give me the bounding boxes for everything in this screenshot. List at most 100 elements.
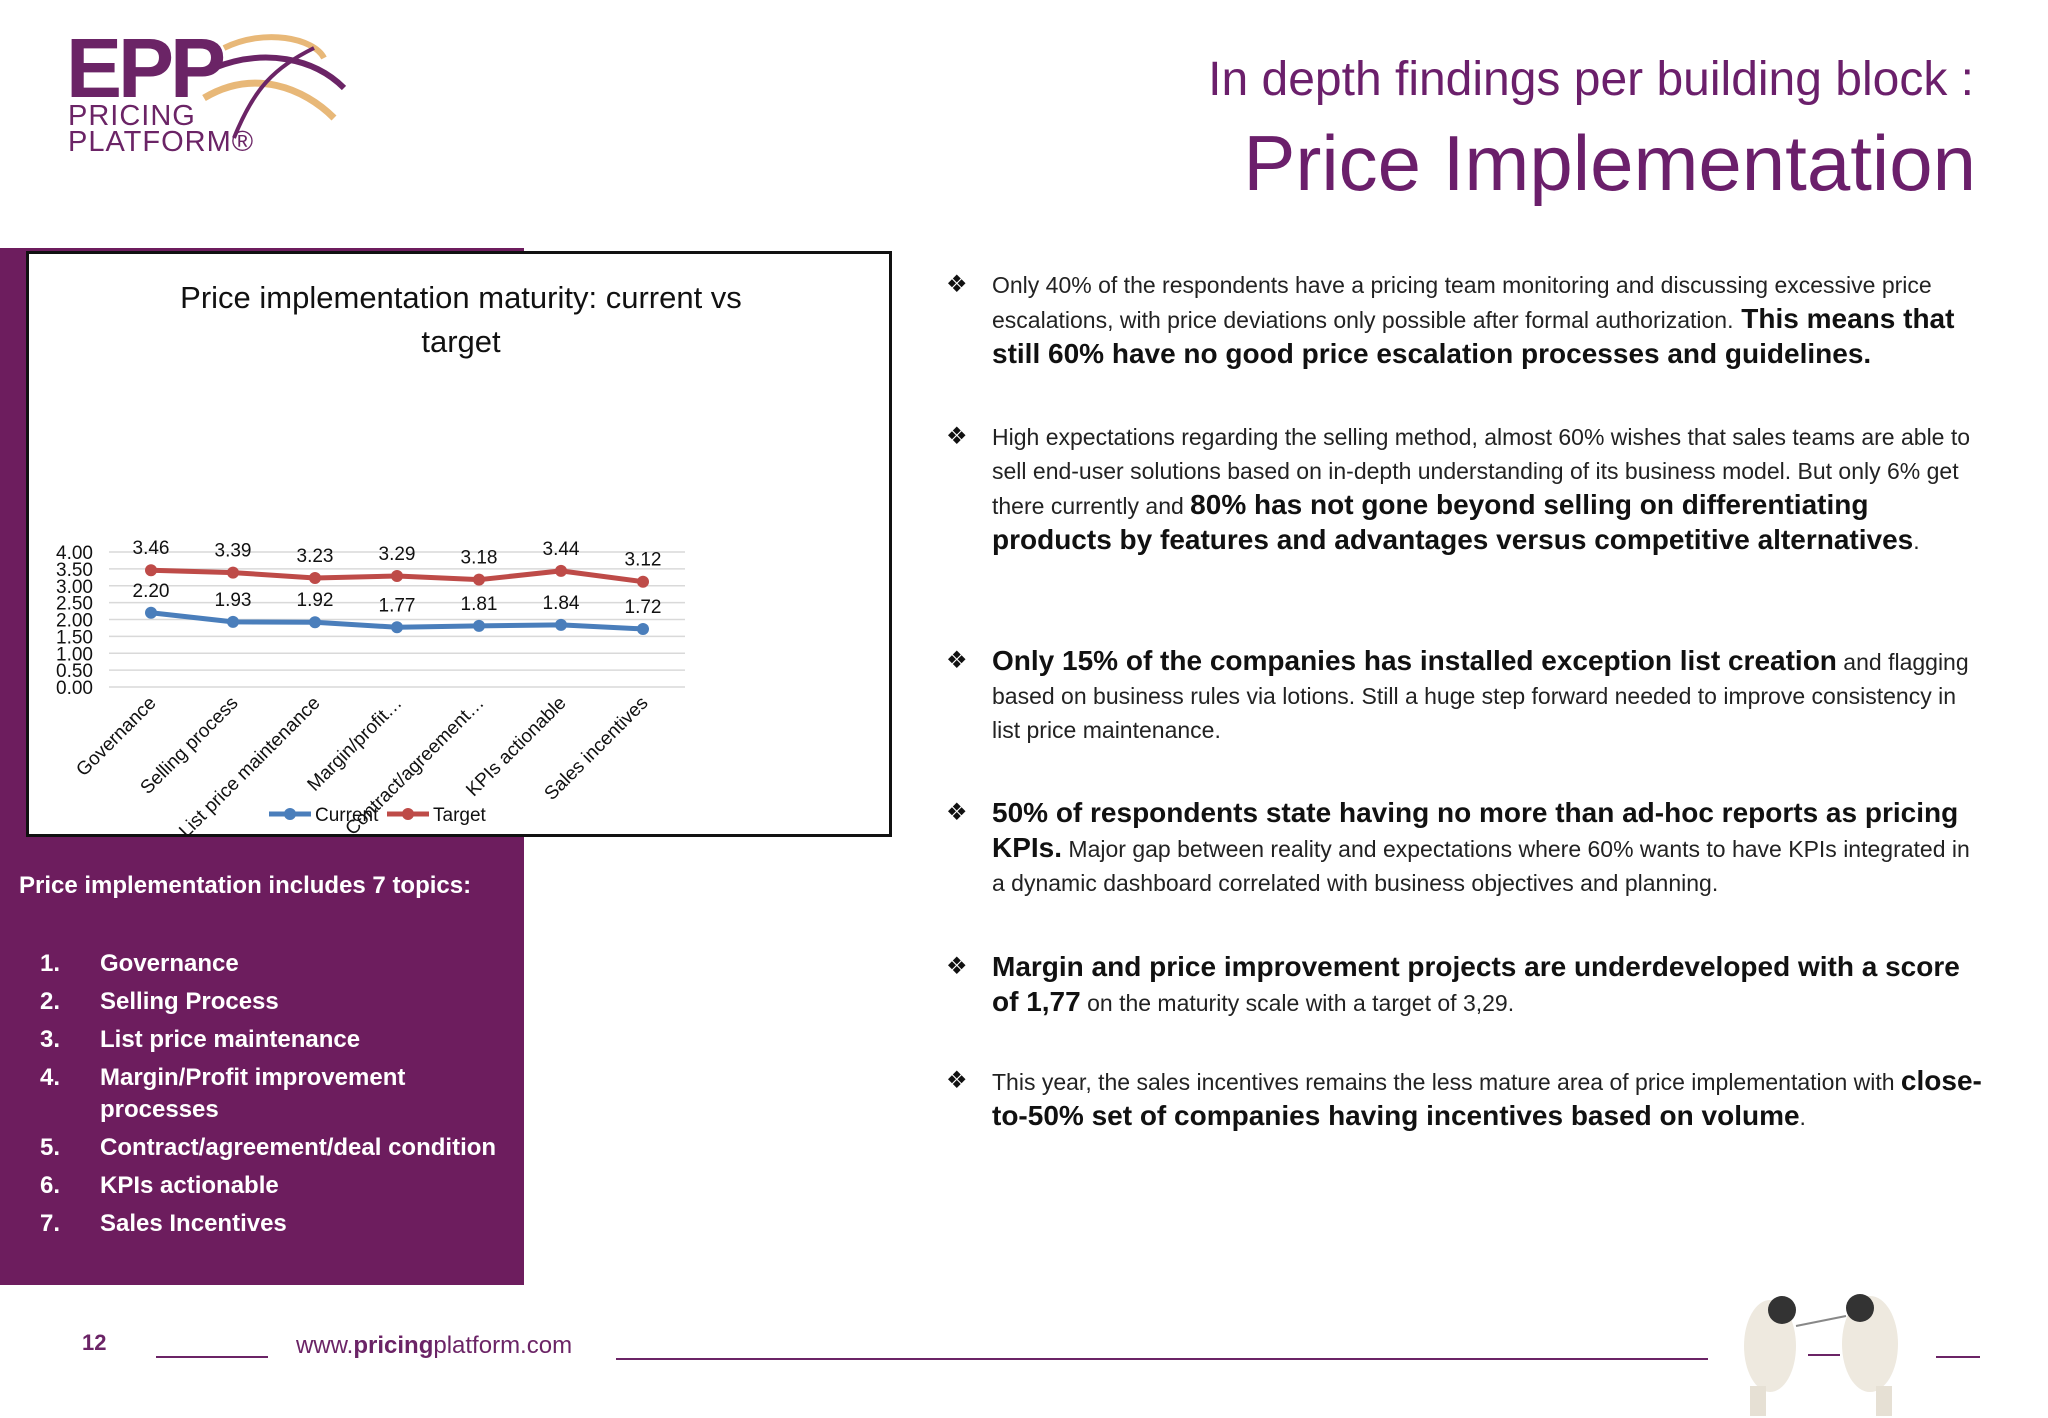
finding-highlight: close-to-50% set of companies having inc…	[992, 1065, 1982, 1131]
data-label-current: 1.92	[297, 590, 334, 611]
page-title: Price Implementation	[1243, 119, 1976, 207]
data-point-current	[391, 621, 403, 634]
logo-platform-text: PLATFORM®	[68, 126, 255, 158]
finding-tail: Major gap between reality and expectatio…	[992, 836, 1970, 896]
data-point-target	[555, 564, 567, 577]
list-item: 6. KPIs actionable	[40, 1170, 510, 1202]
data-label-target: 3.18	[461, 548, 498, 569]
logo-swoosh-icon	[202, 34, 347, 139]
data-point-current	[555, 618, 567, 631]
logo-pricing-text: PRICING	[68, 100, 196, 132]
legend-label: Current	[315, 805, 379, 826]
finding-tail: .	[1799, 1104, 1806, 1130]
list-item-number: 5.	[40, 1134, 61, 1161]
finding-tail: and flagging based on business rules via…	[992, 649, 1969, 743]
data-label-current: 1.93	[215, 590, 252, 611]
finding-text: Only 40% of the respondents have a prici…	[992, 272, 1932, 333]
chart-title-line1: Price implementation maturity: current v…	[180, 280, 742, 315]
data-label-target: 3.23	[297, 546, 334, 567]
list-item-text: Selling Process	[100, 988, 279, 1015]
data-label-current: 2.20	[133, 581, 170, 602]
data-point-current	[637, 622, 649, 635]
data-point-target	[227, 566, 239, 579]
y-tick-label: 1.00	[56, 644, 93, 665]
epp-logo: EPP PRICING PLATFORM®	[66, 21, 347, 158]
list-item: 2. Selling Process	[40, 986, 510, 1018]
data-label-target: 3.29	[379, 544, 416, 565]
footer-divider	[156, 1356, 268, 1358]
finding-item: ❖ Only 15% of the companies has installe…	[946, 644, 1986, 747]
footer-url-prefix: www.	[296, 1332, 354, 1359]
y-tick-label: 3.50	[56, 560, 93, 581]
chart-container: Price implementation maturity: current v…	[26, 251, 892, 837]
list-item-text: KPIs actionable	[100, 1172, 279, 1199]
list-item: 4. Margin/Profit improvement processes	[40, 1062, 510, 1126]
page-subtitle: In depth findings per building block :	[1208, 53, 1974, 106]
finding-highlight: 80% has not gone beyond selling on diffe…	[992, 489, 1914, 555]
diamond-bullet-icon: ❖	[946, 1067, 968, 1094]
data-point-target	[473, 573, 485, 586]
footer-divider	[1808, 1354, 1840, 1356]
data-label-target: 3.39	[215, 541, 252, 562]
data-point-current	[473, 619, 485, 632]
y-tick-label: 4.00	[56, 543, 93, 564]
footer-divider	[1936, 1356, 1980, 1358]
list-item-text: List price maintenance	[100, 1026, 361, 1053]
finding-text: High expectations regarding the selling …	[992, 424, 1971, 519]
finding-highlight: Margin and price improvement projects ar…	[992, 951, 1960, 1017]
legend-marker	[402, 808, 414, 820]
data-label-current: 1.72	[625, 597, 662, 618]
list-item-number: 4.	[40, 1064, 61, 1091]
y-tick-label: 2.00	[56, 611, 93, 632]
data-point-target	[309, 571, 321, 584]
data-point-current	[145, 606, 157, 619]
footer-url-suffix: platform.com	[433, 1332, 573, 1359]
diamond-bullet-icon: ❖	[946, 953, 968, 980]
data-point-target	[637, 575, 649, 588]
finding-text: This year, the sales incentives remains …	[992, 1069, 1901, 1095]
data-point-target	[391, 569, 403, 582]
chart-title-line2: target	[421, 324, 501, 359]
y-tick-label: 2.50	[56, 594, 93, 615]
finding-tail: on the maturity scale with a target of 3…	[1080, 990, 1515, 1016]
y-tick-label: 3.00	[56, 577, 93, 598]
finding-tail: .	[1913, 528, 1920, 554]
data-label-current: 1.81	[461, 594, 498, 615]
list-item: 3. List price maintenance	[40, 1024, 510, 1056]
list-item-text: Margin/Profit improvement processes	[100, 1064, 406, 1123]
finding-highlight: This means that still 60% have no good p…	[992, 303, 1955, 369]
x-tick-label: Governance	[72, 693, 160, 781]
list-item-text: Sales Incentives	[100, 1210, 287, 1237]
list-item-number: 6.	[40, 1172, 61, 1199]
data-label-target: 3.46	[133, 538, 170, 559]
data-point-target	[145, 564, 157, 577]
data-label-target: 3.44	[543, 539, 580, 560]
list-item: 7. Sales Incentives	[40, 1208, 510, 1240]
diamond-bullet-icon: ❖	[946, 799, 968, 826]
list-item: 5. Contract/agreement/deal condition	[40, 1132, 510, 1164]
finding-item: ❖ Only 40% of the respondents have a pri…	[946, 268, 1986, 372]
finding-highlight: Only 15% of the companies has installed …	[992, 645, 1837, 676]
footer-website-link[interactable]: www.pricingplatform.com	[296, 1332, 572, 1360]
y-tick-label: 0.50	[56, 661, 93, 682]
data-label-target: 3.12	[625, 550, 662, 571]
list-item-number: 1.	[40, 950, 61, 977]
diamond-bullet-icon: ❖	[946, 271, 968, 298]
list-item-number: 3.	[40, 1026, 61, 1053]
finding-item: ❖ This year, the sales incentives remain…	[946, 1064, 1986, 1134]
finding-item: ❖ 50% of respondents state having no mor…	[946, 796, 1986, 900]
footer-url-bold: pricing	[353, 1332, 434, 1359]
list-item-number: 7.	[40, 1210, 61, 1237]
line-chart: Price implementation maturity: current v…	[56, 280, 742, 834]
data-label-current: 1.84	[543, 593, 580, 614]
logo-epp-text: EPP	[66, 21, 226, 115]
data-label-current: 1.77	[379, 595, 416, 616]
list-item-text: Contract/agreement/deal condition	[100, 1134, 497, 1161]
y-tick-label: 0.00	[56, 678, 93, 699]
list-item-text: Governance	[100, 950, 239, 977]
list-item-number: 2.	[40, 988, 61, 1015]
list-item: 1. Governance	[40, 948, 510, 980]
finding-item: ❖ High expectations regarding the sellin…	[946, 420, 1986, 558]
page-number: 12	[82, 1330, 107, 1355]
legend-label: Target	[433, 805, 487, 826]
